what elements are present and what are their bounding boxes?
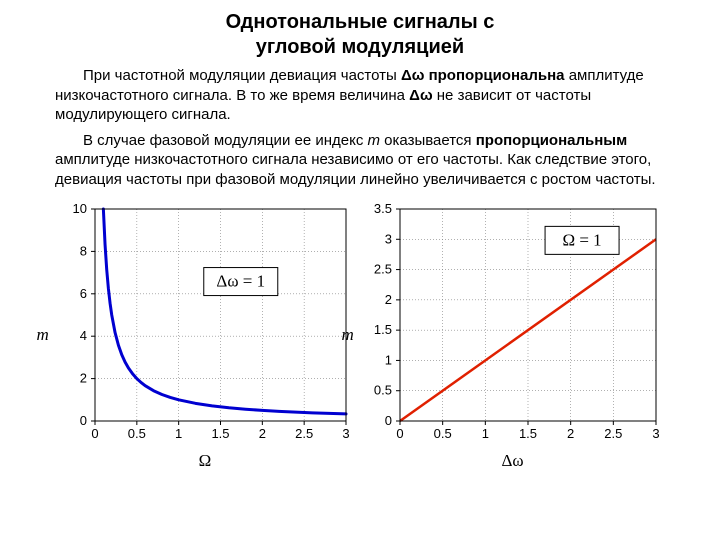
- p2-c: амплитуде низкочастотного сигнала незави…: [55, 151, 656, 188]
- svg-text:3.5: 3.5: [373, 201, 391, 216]
- svg-text:3: 3: [384, 231, 391, 246]
- page-title: Однотональные сигналы с угловой модуляци…: [0, 0, 720, 60]
- svg-text:2: 2: [79, 371, 86, 386]
- charts-row: m 00.511.522.530246810Δω = 1 Ω m 00.511.…: [0, 189, 720, 471]
- p2-b: оказывается: [380, 132, 476, 149]
- svg-text:2: 2: [567, 426, 574, 441]
- svg-text:2.5: 2.5: [295, 426, 313, 441]
- svg-text:2.5: 2.5: [604, 426, 622, 441]
- title-line-1: Однотональные сигналы с: [226, 11, 495, 33]
- svg-text:1.5: 1.5: [373, 322, 391, 337]
- chart-right-wrap: m 00.511.522.5300.511.522.533.5Ω = 1 Δω: [358, 199, 668, 471]
- svg-text:2.5: 2.5: [373, 262, 391, 277]
- p2-m: m: [368, 132, 381, 149]
- p1-a: При частотной модуляции девиация частоты: [83, 67, 401, 84]
- symbol-delta-omega-2: Δω: [409, 87, 432, 104]
- symbol-delta-omega: Δω: [401, 67, 424, 84]
- svg-text:3: 3: [342, 426, 349, 441]
- svg-text:0: 0: [79, 413, 86, 428]
- paragraph-1: При частотной модуляции девиация частоты…: [0, 60, 720, 125]
- svg-text:1: 1: [175, 426, 182, 441]
- svg-text:2: 2: [384, 292, 391, 307]
- chart-left-ylabel: m: [37, 325, 49, 345]
- chart-left-xlabel: Ω: [53, 451, 358, 471]
- svg-text:4: 4: [79, 328, 86, 343]
- chart-right-xlabel: Δω: [358, 451, 668, 471]
- paragraph-2: В случае фазовой модуляции ее индекс m о…: [0, 125, 720, 190]
- chart-left: 0 0.5 1 1.5 2 2.5 3 0 2 4 6 8 10 Δω = 1: [53, 199, 358, 449]
- p2-a: В случае фазовой модуляции ее индекс: [83, 132, 368, 149]
- chart-left-wrap: m 0 0.5 1 1.5 2 2.5 3 0 2 4 6 8 10 Δω = 1 Ω: [53, 199, 358, 471]
- svg-text:Δω = 1: Δω = 1: [216, 272, 265, 291]
- svg-text:0.5: 0.5: [433, 426, 451, 441]
- chart-right: 0 0.5 1 1.5 2 2.5 3 0 0.5 1 1.5 2 2.5 3 3.5 Ω = 1: [358, 199, 668, 449]
- svg-text:1.5: 1.5: [211, 426, 229, 441]
- svg-text:0: 0: [384, 413, 391, 428]
- svg-text:8: 8: [79, 243, 86, 258]
- svg-text:1: 1: [481, 426, 488, 441]
- svg-text:6: 6: [79, 286, 86, 301]
- svg-text:Ω = 1: Ω = 1: [562, 230, 601, 249]
- svg-text:3: 3: [652, 426, 659, 441]
- p1-b: пропорциональна: [424, 67, 564, 84]
- svg-text:0.5: 0.5: [373, 383, 391, 398]
- p2-prop: пропорциональным: [476, 132, 628, 149]
- svg-text:10: 10: [72, 201, 86, 216]
- svg-text:0: 0: [91, 426, 98, 441]
- chart-right-ylabel: m: [342, 325, 354, 345]
- svg-text:1.5: 1.5: [518, 426, 536, 441]
- svg-text:0: 0: [396, 426, 403, 441]
- svg-text:0.5: 0.5: [127, 426, 145, 441]
- svg-text:2: 2: [258, 426, 265, 441]
- title-line-2: угловой модуляцией: [256, 36, 464, 58]
- svg-text:1: 1: [384, 352, 391, 367]
